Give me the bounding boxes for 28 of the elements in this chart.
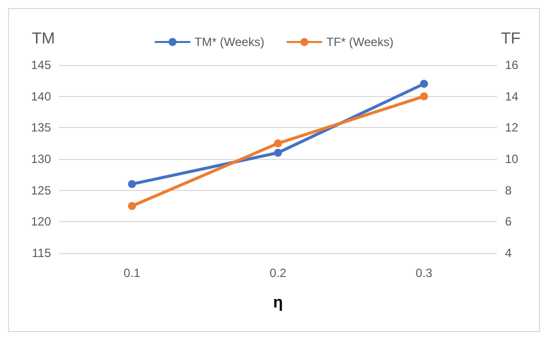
point bbox=[128, 180, 136, 188]
x-tick-label: 0.3 bbox=[416, 266, 433, 280]
y2-tick-label: 14 bbox=[505, 89, 519, 104]
y-tick-label: 115 bbox=[32, 246, 52, 260]
y-tick-label: 145 bbox=[30, 58, 52, 72]
y2-tick-label: 4 bbox=[505, 246, 512, 260]
x-axis-title: η bbox=[273, 294, 283, 312]
point bbox=[128, 202, 136, 210]
legend-label: TF* (Weeks) bbox=[326, 35, 394, 49]
point bbox=[274, 139, 282, 148]
y2-tick-label: 10 bbox=[505, 152, 519, 166]
y2-tick-label: 16 bbox=[505, 58, 519, 72]
y2-tick-label: 8 bbox=[505, 183, 512, 198]
legend-label: TM* (Weeks) bbox=[194, 35, 264, 49]
y-tick-label: 125 bbox=[30, 183, 52, 198]
y-tick-label: 130 bbox=[30, 152, 52, 166]
x-tick-label: 0.2 bbox=[270, 266, 287, 280]
y-tick-label: 140 bbox=[30, 89, 52, 104]
y-tick-label: 135 bbox=[30, 120, 52, 135]
y2-axis-title: TF bbox=[501, 30, 521, 48]
y2-tick-label: 6 bbox=[505, 214, 512, 229]
y2-tick-label: 12 bbox=[505, 120, 519, 135]
point bbox=[420, 80, 428, 88]
y-tick-label: 120 bbox=[30, 214, 52, 229]
point bbox=[420, 92, 428, 100]
point bbox=[274, 148, 282, 157]
y-axis-title: TM bbox=[32, 30, 55, 48]
x-tick-label: 0.1 bbox=[124, 266, 141, 280]
